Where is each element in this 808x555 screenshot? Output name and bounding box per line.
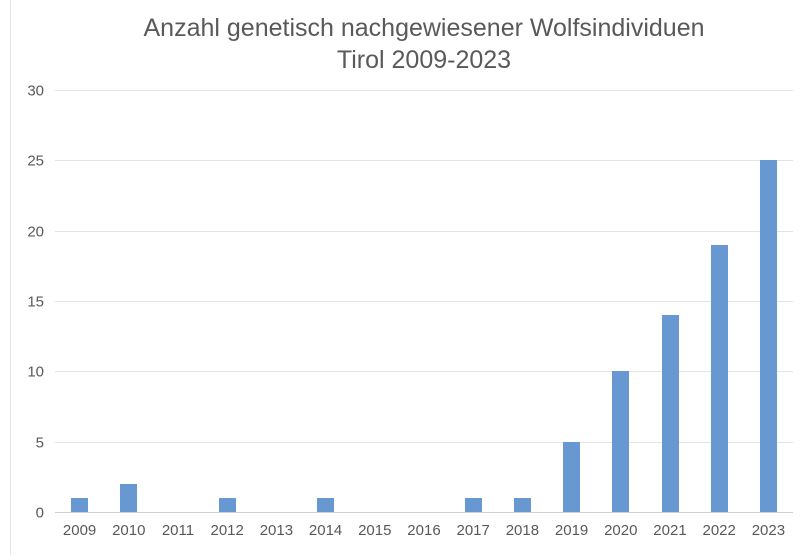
x-axis-line (55, 512, 793, 513)
x-tick-label: 2019 (554, 522, 589, 539)
y-axis-labels: 0 5 10 15 20 25 30 (0, 83, 44, 522)
x-tick-label: 2018 (505, 522, 540, 539)
chart-subtitle: Tirol 2009-2023 (336, 46, 512, 74)
gridline-25 (55, 160, 793, 162)
bar-2009 (71, 497, 89, 512)
y-tick-label: 0 (35, 504, 44, 522)
gridline-5 (55, 441, 793, 443)
y-tick-label: 25 (27, 152, 44, 170)
bar-2021 (661, 315, 679, 512)
bar-2019 (563, 441, 581, 512)
bar-2010 (120, 483, 138, 512)
y-tick-label: 30 (27, 82, 44, 100)
x-tick-label: 2015 (358, 522, 392, 539)
x-tick-label: 2022 (702, 522, 736, 539)
y-tick-label: 10 (27, 363, 44, 381)
x-tick-label: 2012 (210, 522, 244, 539)
x-tick-label: 2009 (62, 522, 97, 539)
gridline-15 (55, 301, 793, 302)
x-tick-label: 2021 (653, 522, 687, 539)
y-tick-label: 15 (27, 293, 44, 311)
bar-2023 (759, 160, 777, 512)
chart-title: Anzahl genetisch nachgewiesener Wolfsind… (143, 14, 705, 42)
left-border-line (10, 0, 11, 555)
x-tick-label: 2011 (161, 522, 195, 539)
bar-2022 (710, 244, 728, 512)
x-tick-label: 2010 (112, 522, 146, 539)
x-axis-labels: 2009 2010 2011 2012 2013 2014 2015 2016 2017 2018… (55, 522, 793, 544)
y-tick-label: 5 (35, 434, 44, 452)
bar-2017 (464, 497, 482, 512)
y-tick-label: 20 (27, 223, 44, 241)
chart-title-block: Anzahl genetisch nachgewiesener Wolfsind… (55, 12, 793, 76)
gridline-30 (55, 90, 793, 91)
bar-2020 (612, 371, 630, 512)
x-tick-label: 2023 (751, 522, 786, 539)
plot-area (55, 90, 793, 513)
bar-2012 (218, 497, 236, 512)
bar-2018 (513, 497, 531, 512)
x-tick-label: 2014 (308, 522, 343, 539)
x-tick-label: 2013 (259, 522, 294, 539)
x-tick-label: 2016 (407, 522, 441, 539)
x-tick-label: 2017 (456, 522, 490, 539)
x-tick-label: 2020 (604, 522, 638, 539)
gridline-10 (55, 371, 793, 373)
bar-2014 (317, 497, 335, 512)
gridline-20 (55, 230, 793, 232)
